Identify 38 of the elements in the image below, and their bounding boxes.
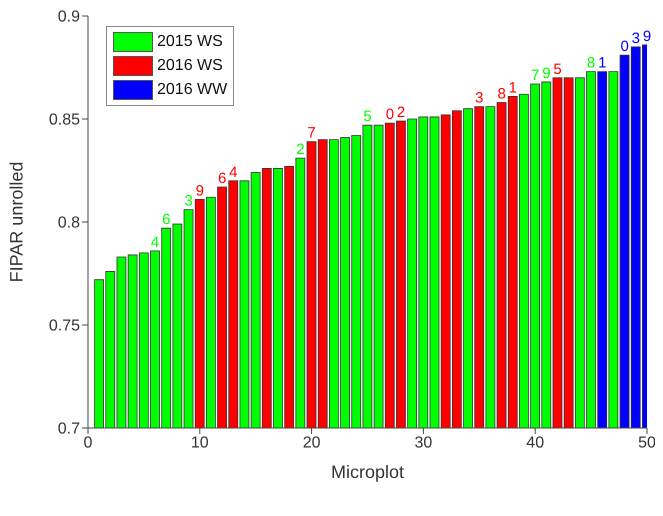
y-tick-label: 0.7: [58, 420, 80, 438]
x-axis-title: Microplot: [330, 462, 404, 482]
annotation: 9: [642, 28, 652, 45]
x-tick-label: 30: [414, 434, 432, 452]
legend-label: 2016 WW: [157, 81, 228, 99]
annotation: 7: [307, 124, 316, 142]
annotation: 8: [497, 86, 506, 103]
annotation: 5: [553, 60, 562, 78]
x-tick-label: 10: [190, 434, 209, 452]
legend-label: 2015 WS: [157, 33, 223, 51]
annotation: 1: [508, 79, 518, 96]
y-tick-label: 0.9: [58, 8, 80, 26]
y-tick-label: 0.75: [48, 318, 80, 335]
annotation: 0: [620, 38, 629, 56]
x-tick-label: 40: [526, 434, 544, 452]
annotation: 1: [598, 54, 606, 72]
annotation: 7: [531, 66, 540, 84]
annotation: 8: [586, 54, 596, 72]
annotation: 3: [475, 90, 484, 107]
annotation: 3: [184, 192, 193, 210]
annotation: 6: [162, 211, 170, 228]
annotation: 2: [296, 141, 305, 158]
legend-label: 2016 WS: [157, 57, 223, 75]
annotation: 9: [196, 182, 204, 200]
annotation: 4: [150, 234, 160, 251]
y-tick-label: 0.85: [48, 112, 80, 129]
annotation: 5: [363, 108, 372, 126]
y-axis-title: FIPAR unrolled: [6, 162, 26, 282]
x-tick-label: 0: [84, 434, 93, 452]
annotation: 4: [229, 164, 238, 181]
annotation: 0: [386, 106, 394, 124]
annotation: 6: [218, 170, 226, 187]
annotation: 9: [542, 64, 551, 82]
y-tick-label: 0.8: [58, 214, 80, 232]
x-tick-label: 50: [638, 434, 656, 452]
x-tick-label: 20: [302, 434, 321, 452]
annotation: 2: [396, 104, 406, 122]
annotation: 3: [632, 30, 640, 47]
